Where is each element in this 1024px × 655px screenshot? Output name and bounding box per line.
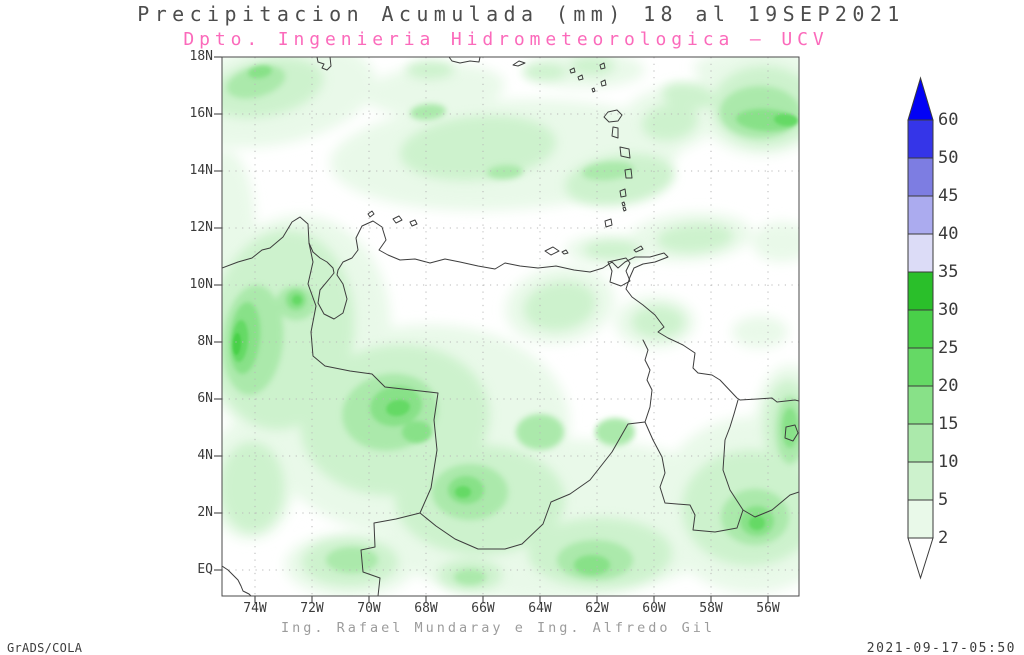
border-venezuela-guyana <box>642 339 653 423</box>
x-axis-label: 74W <box>243 601 267 616</box>
precip-level-25-30 <box>232 333 242 355</box>
grads-watermark: GrADS/COLA <box>7 641 83 655</box>
y-axis-label: 12N <box>189 220 213 235</box>
islands-caribbean <box>367 60 799 442</box>
colorbar-label: 5 <box>938 490 949 510</box>
colorbar-label: 45 <box>938 186 959 206</box>
y-axis-label: 8N <box>197 334 213 349</box>
x-axis-label: 62W <box>585 601 609 616</box>
coastlines-and-borders <box>222 57 799 596</box>
plot-frame <box>221 56 800 597</box>
graticule-gridlines <box>222 57 799 596</box>
colorbar-label: 20 <box>938 376 959 396</box>
y-axis-label: 6N <box>197 391 213 406</box>
border-venezuela-brazil <box>419 421 744 550</box>
page-subtitle: Dpto. Ingenieria Hidrometeorologica — UC… <box>183 29 829 50</box>
y-axis-label: EQ <box>197 562 213 577</box>
x-axis-label: 58W <box>699 601 723 616</box>
x-axis-label: 72W <box>300 601 324 616</box>
page-title: Precipitacion Acumulada (mm) 18 al 19SEP… <box>137 2 905 26</box>
x-axis-label: 70W <box>357 601 381 616</box>
x-axis-label: 66W <box>471 601 495 616</box>
colorbar-label: 2 <box>938 528 949 548</box>
y-axis-label: 18N <box>189 49 213 64</box>
coastline-south-america <box>222 216 799 403</box>
x-axis-label: 68W <box>414 601 438 616</box>
border-guyana-east <box>722 399 799 518</box>
colorbar-label: 15 <box>938 414 959 434</box>
axis-tick-marks <box>214 56 769 603</box>
border-colombia-venezuela <box>307 242 439 596</box>
x-axis-label: 60W <box>642 601 666 616</box>
x-axis-label: 64W <box>528 601 552 616</box>
coastline-top-fragments <box>316 57 481 71</box>
credit-footer: Ing. Rafael Mundaray e Ing. Alfredo Gil <box>281 620 715 636</box>
y-axis-label: 2N <box>197 505 213 520</box>
colorbar-label: 25 <box>938 338 959 358</box>
y-axis-label: 10N <box>189 277 213 292</box>
colorbar-label: 60 <box>938 110 959 130</box>
x-axis-label: 56W <box>756 601 780 616</box>
colorbar-label: 10 <box>938 452 959 472</box>
y-axis-label: 4N <box>197 448 213 463</box>
colorbar-label: 40 <box>938 224 959 244</box>
colorbar-label: 35 <box>938 262 959 282</box>
coastline-pacific-colombia <box>222 565 252 596</box>
y-axis-label: 14N <box>189 163 213 178</box>
colorbar-label: 30 <box>938 300 959 320</box>
colorbar <box>907 76 934 580</box>
precipitation-shading <box>222 57 799 596</box>
y-axis-label: 16N <box>189 106 213 121</box>
timestamp: 2021-09-17-05:50 <box>866 641 1016 655</box>
colorbar-label: 50 <box>938 148 959 168</box>
